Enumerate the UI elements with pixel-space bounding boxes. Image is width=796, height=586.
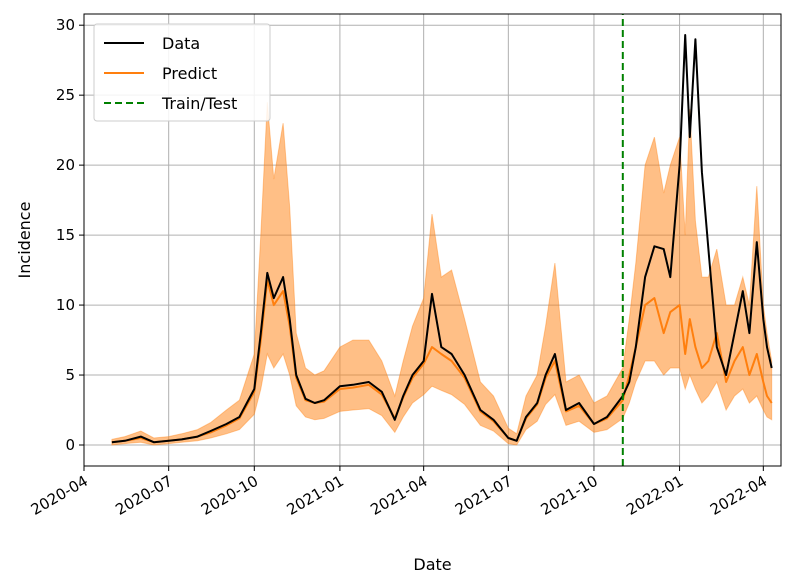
y-tick-label: 5 — [65, 366, 75, 384]
legend-label-data: Data — [162, 34, 200, 53]
prediction-band — [111, 102, 773, 446]
plot-frame — [83, 13, 782, 467]
prediction-band-group — [111, 102, 773, 446]
legend-label-train-test: Train/Test — [161, 94, 237, 113]
legend-label-predict: Predict — [162, 64, 217, 83]
y-tick-label: 25 — [56, 86, 75, 104]
legend: Data Predict Train/Test — [93, 23, 271, 122]
y-tick-label: 30 — [56, 16, 75, 34]
x-axis-label: Date — [413, 555, 451, 574]
legend-box — [93, 23, 271, 122]
y-tick-label: 10 — [56, 296, 75, 314]
y-tick-label: 0 — [65, 436, 75, 454]
y-axis-ticks: 0 5 10 15 20 25 30 — [56, 16, 84, 454]
series-lines — [111, 14, 773, 466]
y-tick-label: 15 — [56, 226, 75, 244]
data-line — [111, 34, 773, 444]
y-axis-label: Incidence — [15, 202, 34, 279]
y-tick-label: 20 — [56, 156, 75, 174]
